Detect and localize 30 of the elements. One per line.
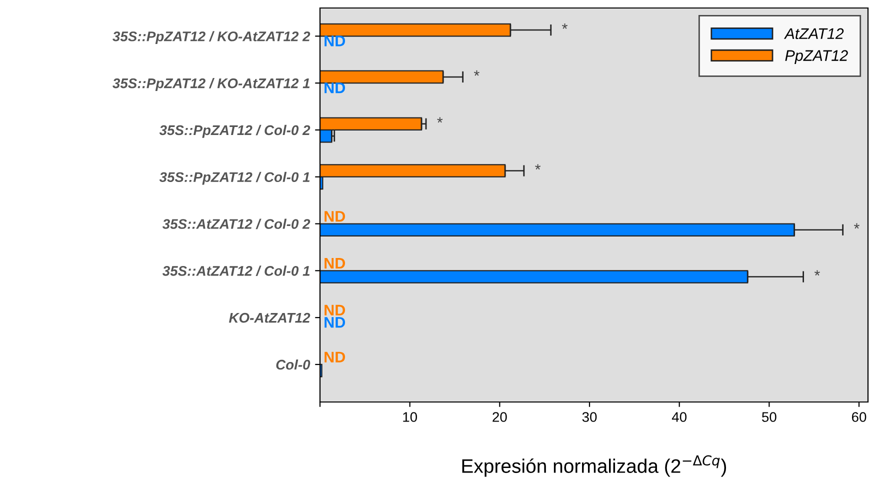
y-tick-label: 35S::PpZAT12 / Col-0 1 [159,172,310,185]
x-axis-title: Expresión normalizada (2$^{−ΔCq}$) [462,455,726,477]
y-tick-label: 35S::PpZAT12 / KO-AtZAT12 2 [112,31,310,44]
text: ND [324,36,346,46]
x-tick-label: 30 [582,412,597,422]
annotation: * [535,164,541,170]
text: ND [324,82,346,94]
text: ND [324,258,346,269]
text: ND [324,211,346,222]
text: ND [324,352,346,362]
y-tick-label: KO-AtZAT12 [228,312,310,323]
annotation: * [474,70,480,76]
y-tick-label: 35S::PpZAT12 / KO-AtZAT12 1 [112,78,310,91]
y-tick-label: 35S::AtZAT12 / Col-0 1 [162,266,310,276]
y-tick-label: 35S::AtZAT12 / Col-0 2 [162,218,310,230]
legend-label: PpZAT12 [785,50,848,64]
x-tick-label: 50 [762,412,776,422]
annotation: * [562,23,568,29]
text: ND [324,304,346,316]
y-tick-label: Col-0 [276,359,310,370]
y-tick-label: 35S::PpZAT12 / Col-0 2 [159,124,310,138]
x-tick-label: 60 [852,412,866,422]
annotation: * [854,223,860,229]
x-tick-label: 40 [672,412,687,422]
annotation: * [814,270,820,276]
text: ND [324,317,346,328]
annotation: * [437,117,443,123]
x-tick-label: 10 [403,412,418,422]
legend-label: AtZAT12 [784,28,844,40]
x-tick-label: 20 [492,412,507,422]
